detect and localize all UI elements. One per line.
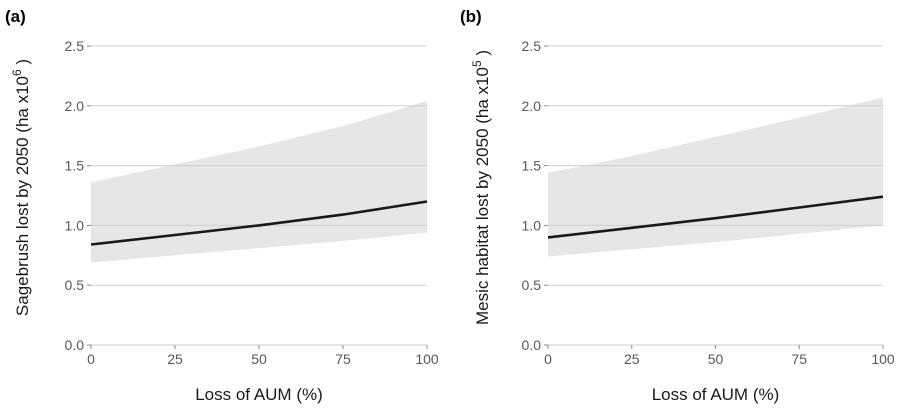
y-axis-label-b: Mesic habitat lost by 2050 (ha x105 ) bbox=[470, 50, 492, 325]
y-axis-label-a: Sagebrush lost by 2050 (ha x106 ) bbox=[10, 59, 32, 316]
x-tick-label-a-2: 50 bbox=[251, 351, 267, 367]
y-axis-label-end-b: ) bbox=[473, 50, 492, 60]
x-tick-label-b-3: 75 bbox=[791, 351, 807, 367]
confidence-band-a bbox=[91, 101, 427, 263]
x-tick-label-b-2: 50 bbox=[708, 351, 724, 367]
y-tick-label-a-1: 0.5 bbox=[65, 277, 85, 293]
y-tick-label-b-5: 2.5 bbox=[522, 38, 542, 54]
panel-b: 0.0 0.5 1.0 1.5 2.0 2.5 0 25 50 75 100 Loss of AUM … bbox=[460, 7, 895, 404]
x-tick-label-b-4: 100 bbox=[871, 351, 895, 367]
y-tick-label-a-4: 2.0 bbox=[65, 98, 85, 114]
fit-line-b bbox=[547, 195, 884, 239]
x-tick-label-a-1: 25 bbox=[167, 351, 183, 367]
y-tick-label-a-3: 1.5 bbox=[65, 158, 85, 174]
y-tick-label-a-5: 2.5 bbox=[65, 38, 85, 54]
panel-a: 0.0 0.5 1.0 1.5 2.0 2.5 0 25 50 75 100 Loss of AUM … bbox=[5, 7, 439, 404]
y-tick-label-b-4: 2.0 bbox=[522, 98, 542, 114]
fit-line-a bbox=[90, 200, 428, 246]
y-axis-label-main-a: Sagebrush lost by 2050 (ha x10 bbox=[13, 76, 32, 316]
y-axis-label-main-b: Mesic habitat lost by 2050 (ha x10 bbox=[473, 67, 492, 325]
y-axis-label-end-a: ) bbox=[13, 59, 32, 69]
x-tick-label-b-0: 0 bbox=[544, 351, 552, 367]
x-tick-label-a-0: 0 bbox=[87, 351, 95, 367]
y-tick-label-b-2: 1.0 bbox=[522, 217, 542, 233]
confidence-band-b bbox=[548, 97, 883, 257]
x-tick-label-b-1: 25 bbox=[624, 351, 640, 367]
y-tick-label-b-0: 0.0 bbox=[522, 337, 542, 353]
x-axis-label-a: Loss of AUM (%) bbox=[195, 385, 323, 404]
x-tick-label-a-4: 100 bbox=[415, 351, 439, 367]
y-tick-label-a-2: 1.0 bbox=[65, 217, 85, 233]
x-tick-label-a-3: 75 bbox=[335, 351, 351, 367]
panel-label-b: (b) bbox=[460, 7, 482, 26]
y-tick-label-b-3: 1.5 bbox=[522, 158, 542, 174]
y-axis-label-exponent-b: 5 bbox=[470, 60, 484, 67]
y-tick-label-a-0: 0.0 bbox=[65, 337, 85, 353]
x-axis-label-b: Loss of AUM (%) bbox=[652, 385, 780, 404]
y-tick-label-b-1: 0.5 bbox=[522, 277, 542, 293]
y-axis-label-exponent-a: 6 bbox=[10, 69, 24, 76]
panel-label-a: (a) bbox=[5, 7, 26, 26]
